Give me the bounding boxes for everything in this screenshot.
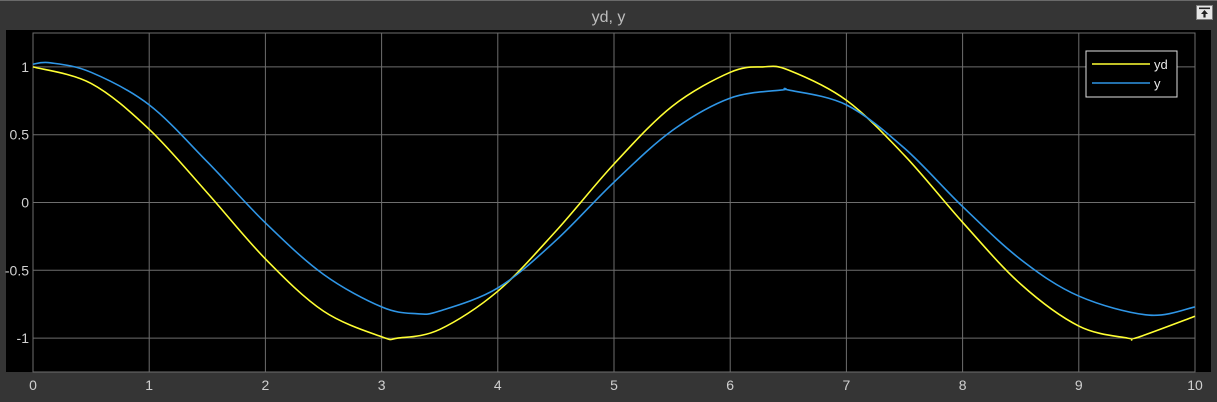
x-tick-label: 3 [378, 377, 386, 393]
legend-label-y: y [1154, 76, 1161, 91]
y-tick-label: 1 [21, 59, 29, 75]
undock-icon [1199, 7, 1210, 18]
chart-title: yd, y [591, 9, 626, 26]
x-tick-label: 10 [1187, 377, 1203, 393]
x-tick-label: 1 [145, 377, 153, 393]
x-tick-label: 8 [959, 377, 967, 393]
y-tick-label: 0 [21, 195, 29, 211]
x-tick-label: 5 [610, 377, 618, 393]
series-layer [32, 61, 1196, 341]
x-tick-label: 6 [726, 377, 734, 393]
y-tick-label: -1 [17, 330, 30, 346]
x-tick-label: 7 [843, 377, 851, 393]
title-bar: yd, y [0, 0, 1217, 30]
y-tick-label: 0.5 [10, 127, 30, 143]
x-tick-label: 9 [1075, 377, 1083, 393]
grid [32, 33, 1196, 372]
legend[interactable]: yd y [1085, 50, 1178, 98]
x-tick-label: 0 [29, 377, 37, 393]
x-tick-label: 2 [262, 377, 270, 393]
legend-box [1085, 50, 1178, 98]
undock-button[interactable] [1196, 5, 1213, 20]
tick-labels: 0 1 2 3 4 5 6 7 8 9 10 1 0.5 0 -0.5 -1 [5, 59, 1203, 393]
series-line-yd [32, 65, 1196, 341]
left-frame [0, 30, 6, 402]
bottom-frame [0, 372, 1217, 402]
y-tick-label: -0.5 [5, 262, 29, 278]
legend-label-yd: yd [1154, 57, 1168, 72]
right-frame [1211, 30, 1217, 402]
x-tick-label: 4 [494, 377, 502, 393]
series-line-y [32, 61, 1196, 317]
